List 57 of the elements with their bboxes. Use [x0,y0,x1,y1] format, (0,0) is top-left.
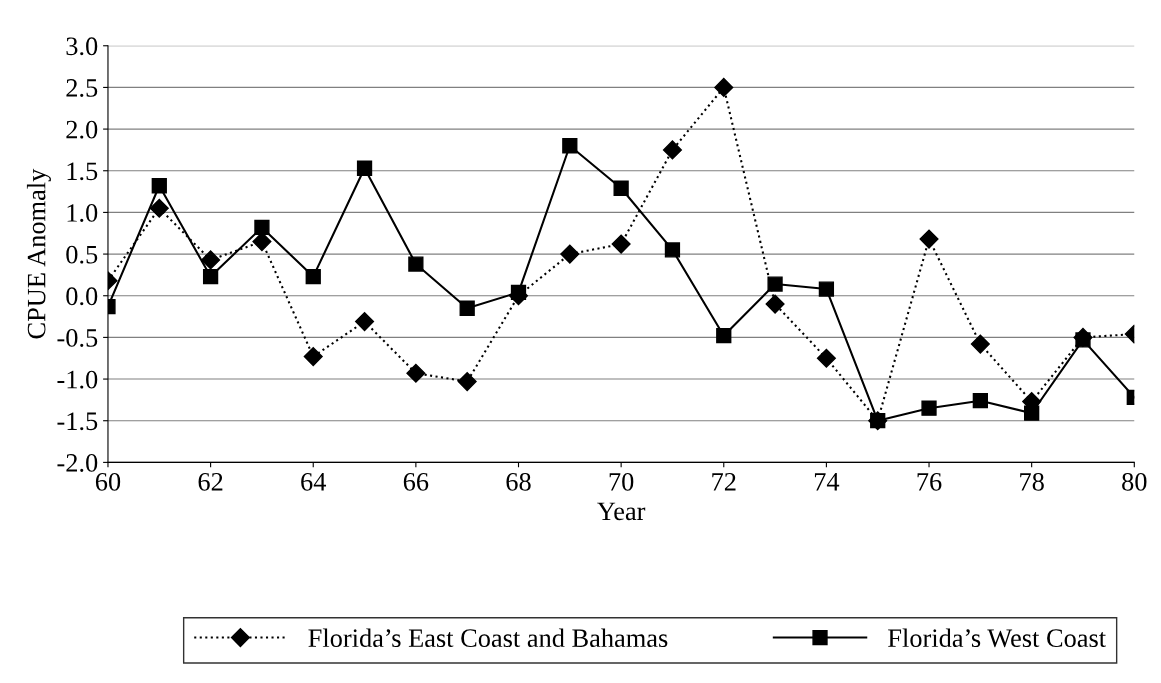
x-axis-title: Year [597,502,646,521]
point [459,300,475,316]
point [355,312,375,332]
point [970,334,990,354]
point [664,242,681,258]
y-tick-label: -0.5 [57,329,98,347]
y-axis-title: CPUE Anomaly [26,168,51,339]
y-tick-label: 1.0 [67,204,98,222]
point [356,160,373,176]
y-tick-label: 1.5 [67,162,98,181]
point [303,347,323,367]
point [252,232,272,252]
point [305,268,321,285]
x-tick-label: 64 [301,472,327,491]
x-tick-label: 70 [609,472,634,491]
x-tick-label: 76 [917,472,942,491]
point [613,180,629,196]
legend-label: Florida’s East Coast and Bahamas [308,628,668,648]
y-tick-label: -1.0 [57,370,98,389]
y-tick-label: -1.5 [57,412,98,431]
x-tick-label: 62 [198,472,223,491]
y-tick-label: 3.0 [66,37,98,56]
point [457,372,477,392]
y-tick-label: 2.0 [66,120,98,139]
point [151,178,167,194]
x-tick-label: 60 [95,472,121,491]
x-tick-label: 66 [403,472,429,491]
point [406,363,426,383]
y-tick-label: 2.5 [66,79,98,97]
point [662,140,682,160]
point [972,393,988,409]
point [611,234,631,254]
point [919,229,939,249]
point [149,198,169,218]
point [201,250,221,270]
y-tick-label: 0.0 [66,287,98,306]
point [818,281,835,297]
x-tick-label: 72 [712,472,736,491]
point [765,294,785,314]
legend-label: Florida’s West Coast [888,628,1106,648]
point [816,348,836,368]
x-tick-label: 78 [1020,472,1044,491]
y-tick-label: -2.0 [57,454,98,472]
point [254,219,270,236]
x-tick-label: 74 [814,473,840,491]
y-tick-label: 0.5 [66,245,98,264]
x-tick-label: 80 [1122,472,1147,491]
point [408,256,424,272]
point [1073,327,1093,347]
point [716,328,732,344]
point [202,268,219,285]
point [921,400,937,416]
x-tick-label: 68 [506,472,531,491]
point [560,244,580,264]
point [714,77,734,97]
point [562,138,578,154]
point [767,276,783,292]
